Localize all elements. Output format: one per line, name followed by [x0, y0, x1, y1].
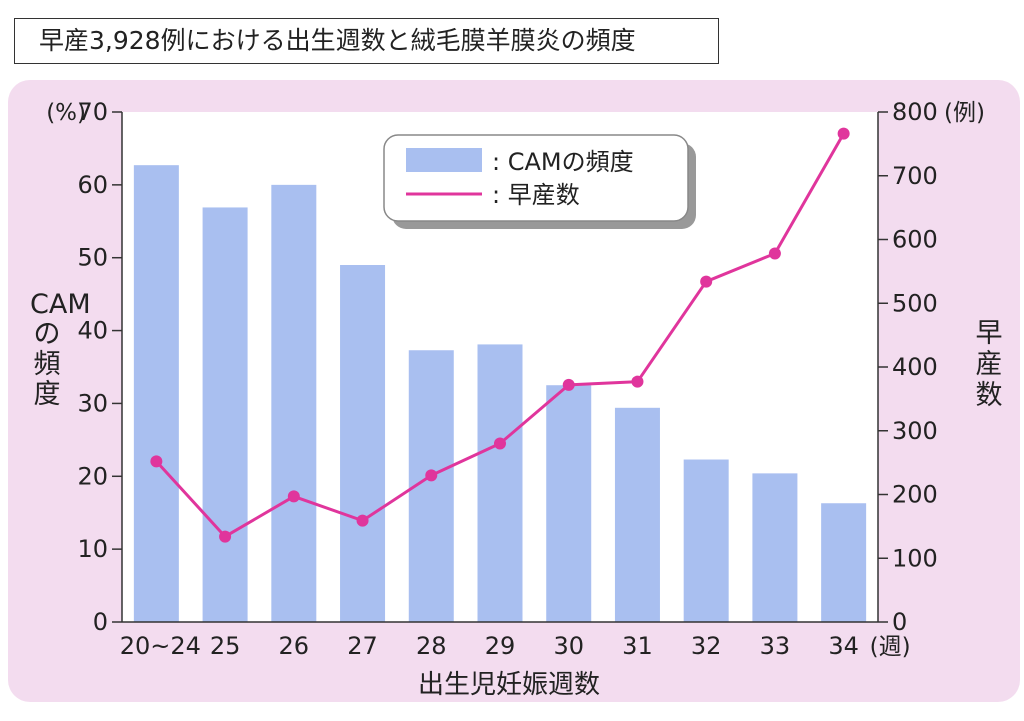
point-26 — [287, 490, 300, 503]
point-33 — [768, 247, 781, 260]
point-31 — [631, 375, 644, 388]
right-tick-label: 300 — [892, 417, 938, 445]
left-tick-label: 30 — [77, 389, 108, 417]
right-tick-label: 100 — [892, 544, 938, 572]
legend-bar-swatch — [406, 148, 482, 172]
point-27 — [356, 514, 369, 527]
left-axis-label: CAMの頻度 — [30, 289, 91, 410]
x-tick-label: 26 — [279, 632, 310, 660]
x-axis-unit: (週) — [870, 634, 911, 660]
x-tick-label: 34 — [828, 632, 859, 660]
bar-33 — [752, 473, 798, 622]
right-tick-label: 700 — [892, 162, 938, 190]
right-tick-label: 200 — [892, 481, 938, 509]
point-34 — [837, 127, 850, 140]
bar-31 — [614, 407, 660, 622]
bar-30 — [546, 385, 592, 622]
bar-26 — [271, 184, 317, 622]
point-20~24 — [150, 455, 163, 468]
right-tick-label: 400 — [892, 353, 938, 381]
left-tick-label: 40 — [77, 317, 108, 345]
x-tick-label: 20~24 — [120, 632, 201, 660]
x-tick-label: 32 — [691, 632, 722, 660]
bar-27 — [340, 265, 386, 622]
x-tick-label: 33 — [760, 632, 791, 660]
x-tick-label: 28 — [416, 632, 447, 660]
left-tick-label: 50 — [77, 244, 108, 272]
point-28 — [425, 469, 438, 482]
x-tick-label: 25 — [210, 632, 241, 660]
x-tick-label: 31 — [622, 632, 653, 660]
right-tick-label: 500 — [892, 289, 938, 317]
legend-bar-label: : CAMの頻度 — [492, 148, 634, 176]
chart-title-box: 早産3,928例における出生週数と絨毛膜羊膜炎の頻度 — [14, 18, 719, 64]
left-tick-label: 60 — [77, 171, 108, 199]
chart-title: 早産3,928例における出生週数と絨毛膜羊膜炎の頻度 — [39, 26, 636, 55]
bar-25 — [202, 207, 248, 622]
right-axis-unit: (例) — [944, 100, 985, 126]
legend-line-label: : 早産数 — [492, 181, 580, 209]
left-tick-label: 20 — [77, 462, 108, 490]
left-tick-label: 0 — [93, 608, 108, 636]
bar-29 — [477, 344, 523, 622]
bar-34 — [821, 503, 867, 622]
x-axis-label: 出生児妊娠週数 — [417, 670, 600, 700]
point-29 — [494, 437, 506, 450]
point-32 — [700, 275, 713, 288]
x-tick-label: 29 — [485, 632, 516, 660]
left-tick-label: 70 — [77, 98, 108, 126]
right-tick-label: 0 — [892, 608, 907, 636]
right-tick-label: 800 — [892, 98, 938, 126]
right-tick-label: 600 — [892, 226, 938, 254]
bar-32 — [683, 459, 729, 622]
x-tick-label: 30 — [553, 632, 584, 660]
x-tick-label: 27 — [347, 632, 378, 660]
bar-20~24 — [133, 165, 179, 622]
right-axis-label: 早産数 — [975, 318, 1003, 411]
point-30 — [562, 378, 575, 391]
left-tick-label: 10 — [77, 535, 108, 563]
point-25 — [219, 530, 232, 543]
left-axis-unit: (%) — [46, 100, 86, 126]
